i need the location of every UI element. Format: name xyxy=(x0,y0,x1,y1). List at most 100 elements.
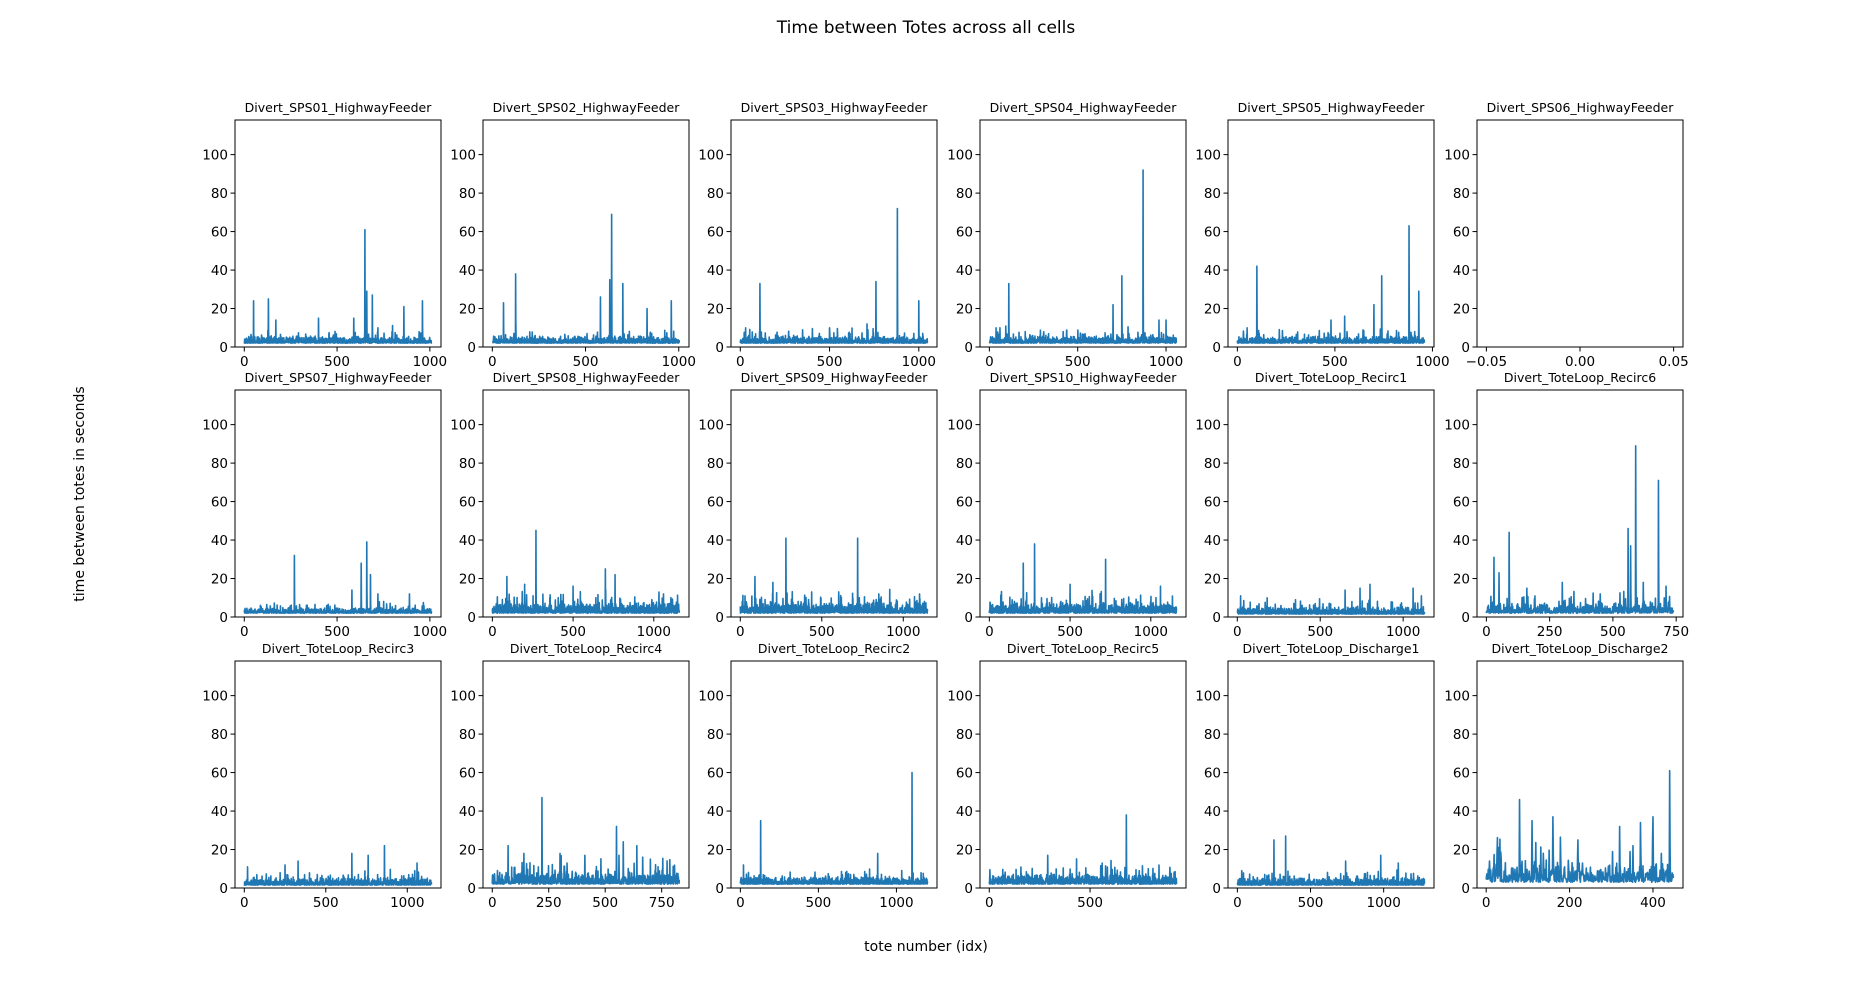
series-line xyxy=(739,207,929,344)
y-tick-label: 0 xyxy=(1461,610,1470,626)
y-tick-label: 80 xyxy=(459,186,476,202)
y-tick-label: 60 xyxy=(1204,495,1221,511)
y-tick-label: 100 xyxy=(947,689,973,705)
x-tick-label: 1000 xyxy=(1149,354,1183,370)
subplot-title: Divert_SPS03_HighwayFeeder xyxy=(741,100,929,115)
y-tick-label: 80 xyxy=(1204,186,1221,202)
x-tick-label: 0 xyxy=(736,354,745,370)
x-tick-label: 1000 xyxy=(1366,895,1400,911)
y-tick-label: 0 xyxy=(1212,881,1221,897)
x-tick-label: 0 xyxy=(488,354,497,370)
axes-frame xyxy=(1227,119,1435,348)
subplot-title: Divert_SPS02_HighwayFeeder xyxy=(493,100,681,115)
y-tick-label: 40 xyxy=(211,263,228,279)
y-tick-label: 20 xyxy=(211,572,228,588)
axes-frame xyxy=(979,389,1187,618)
y-tick-label: 40 xyxy=(956,804,973,820)
y-tick-label: 40 xyxy=(459,533,476,549)
y-tick-label: 0 xyxy=(964,340,973,356)
y-tick-label: 0 xyxy=(219,340,228,356)
y-tick-label: 20 xyxy=(707,843,724,859)
y-tick-label: 0 xyxy=(467,610,476,626)
x-tick-label: 0 xyxy=(488,624,497,640)
axes-frame xyxy=(1476,119,1684,348)
series-line xyxy=(988,169,1178,344)
subplot-title: Divert_ToteLoop_Recirc5 xyxy=(1007,641,1159,656)
y-tick-label: 20 xyxy=(1204,572,1221,588)
y-tick-label: 40 xyxy=(1204,263,1221,279)
x-tick-label: 0 xyxy=(736,624,745,640)
series-line xyxy=(491,529,681,614)
y-tick-label: 100 xyxy=(202,418,228,434)
y-tick-label: 0 xyxy=(715,610,724,626)
y-tick-label: 80 xyxy=(956,186,973,202)
y-tick-label: 40 xyxy=(707,533,724,549)
subplot: Divert_ToteLoop_Recirc4 0 20 40 60 80 100 0 250 5… xyxy=(450,641,690,911)
subplot-title: Divert_ToteLoop_Recirc2 xyxy=(758,641,910,656)
axes-frame xyxy=(730,660,938,889)
x-tick-label: 0 xyxy=(1233,354,1242,370)
x-tick-label: 500 xyxy=(324,354,350,370)
subplot: Divert_SPS06_HighwayFeeder 0 20 40 60 80 100 −0… xyxy=(1444,100,1688,370)
axes-frame xyxy=(979,119,1187,348)
y-tick-label: 80 xyxy=(211,456,228,472)
x-axis-label: tote number (idx) xyxy=(864,939,988,955)
y-tick-label: 0 xyxy=(964,610,973,626)
x-tick-label: 500 xyxy=(313,895,339,911)
subplot-title: Divert_SPS07_HighwayFeeder xyxy=(245,370,433,385)
y-tick-label: 80 xyxy=(1204,456,1221,472)
y-tick-label: 80 xyxy=(956,456,973,472)
subplot-title: Divert_ToteLoop_Discharge2 xyxy=(1491,641,1668,656)
x-tick-label: 500 xyxy=(1307,624,1333,640)
x-tick-label: 250 xyxy=(1537,624,1563,640)
y-tick-label: 0 xyxy=(715,340,724,356)
y-tick-label: 0 xyxy=(1461,881,1470,897)
y-tick-label: 80 xyxy=(1453,456,1470,472)
subplot-title: Divert_SPS09_HighwayFeeder xyxy=(741,370,929,385)
y-tick-label: 0 xyxy=(219,881,228,897)
y-tick-label: 20 xyxy=(956,843,973,859)
y-tick-label: 100 xyxy=(1195,148,1221,164)
y-tick-label: 40 xyxy=(956,533,973,549)
subplot: Divert_ToteLoop_Discharge2 0 20 40 60 80 100 0 2… xyxy=(1444,641,1684,911)
y-tick-label: 80 xyxy=(707,186,724,202)
x-tick-label: 400 xyxy=(1640,895,1666,911)
x-tick-label: 250 xyxy=(536,895,562,911)
y-tick-label: 20 xyxy=(459,843,476,859)
y-tick-label: 80 xyxy=(707,727,724,743)
y-tick-label: 40 xyxy=(1453,533,1470,549)
series-line xyxy=(1485,444,1675,614)
y-tick-label: 80 xyxy=(211,186,228,202)
y-tick-label: 80 xyxy=(211,727,228,743)
x-tick-label: 0 xyxy=(736,895,745,911)
x-tick-label: 1000 xyxy=(662,354,696,370)
y-tick-label: 60 xyxy=(459,225,476,241)
y-tick-label: 100 xyxy=(202,689,228,705)
y-tick-label: 0 xyxy=(467,881,476,897)
x-tick-label: 500 xyxy=(560,624,586,640)
subplot-title: Divert_SPS06_HighwayFeeder xyxy=(1487,100,1675,115)
y-tick-label: 80 xyxy=(1204,727,1221,743)
y-tick-label: 20 xyxy=(211,302,228,318)
x-tick-label: 0 xyxy=(240,354,249,370)
subplot: Divert_ToteLoop_Recirc5 0 20 40 60 80 100 0 500 xyxy=(947,641,1187,911)
axes-frame xyxy=(482,389,690,618)
y-tick-label: 100 xyxy=(698,689,724,705)
x-tick-label: 750 xyxy=(649,895,675,911)
y-tick-label: 40 xyxy=(707,804,724,820)
x-tick-label: 750 xyxy=(1663,624,1689,640)
y-tick-label: 60 xyxy=(1453,766,1470,782)
y-tick-label: 60 xyxy=(956,225,973,241)
